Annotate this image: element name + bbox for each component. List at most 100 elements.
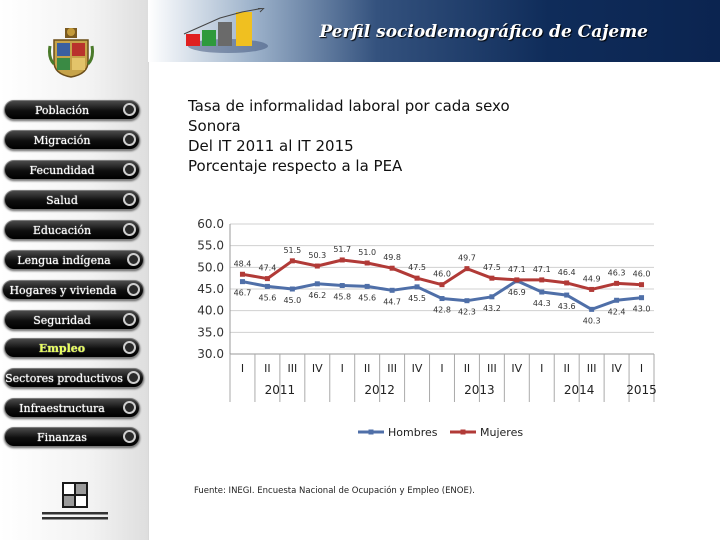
data-label: 46.0 — [433, 270, 451, 279]
x-tick-label: I — [341, 362, 344, 375]
y-tick-label: 30.0 — [197, 347, 224, 361]
sidebar-item-label: Sectores productivos — [5, 372, 123, 385]
data-label: 44.9 — [583, 274, 601, 283]
circle-icon — [123, 103, 136, 116]
x-tick-label: II — [563, 362, 570, 375]
sidebar-item-empleo[interactable]: Empleo — [4, 338, 140, 358]
data-point — [389, 265, 395, 271]
circle-icon — [123, 341, 136, 354]
data-point — [489, 275, 495, 281]
data-point — [314, 281, 320, 287]
data-label: 46.2 — [308, 291, 326, 300]
data-label: 50.3 — [308, 251, 326, 260]
data-label: 45.5 — [408, 294, 426, 303]
data-point — [414, 275, 420, 281]
sidebar-item-lengua-indigena[interactable]: Lengua indígena — [4, 250, 144, 270]
data-point — [639, 282, 645, 288]
inegi-logo — [42, 482, 108, 520]
sidebar-item-label: Fecundidad — [29, 164, 95, 177]
sidebar-item-seguridad[interactable]: Seguridad — [4, 310, 140, 330]
sidebar-item-label: Educación — [32, 224, 92, 237]
data-point — [589, 286, 595, 292]
data-point — [364, 260, 370, 266]
data-point — [339, 257, 345, 263]
data-point — [439, 296, 445, 302]
sidebar-item-migracion[interactable]: Migración — [4, 130, 140, 150]
data-point — [314, 263, 320, 269]
data-label: 44.3 — [533, 299, 551, 308]
legend-label: Mujeres — [480, 426, 523, 439]
circle-icon — [127, 371, 140, 384]
data-label: 51.0 — [358, 248, 376, 257]
circle-icon — [123, 430, 136, 443]
x-tick-label: I — [640, 362, 643, 375]
data-point — [414, 284, 420, 290]
sidebar-item-finanzas[interactable]: Finanzas — [4, 427, 140, 447]
x-tick-label: II — [464, 362, 471, 375]
y-tick-label: 35.0 — [197, 325, 224, 339]
data-point — [239, 279, 245, 285]
data-label: 46.3 — [608, 268, 626, 277]
circle-icon — [123, 313, 136, 326]
data-point — [289, 258, 295, 264]
sidebar-item-infraestructura[interactable]: Infraestructura — [4, 398, 140, 418]
circle-icon — [127, 283, 140, 296]
data-label: 46.4 — [558, 268, 576, 277]
data-point — [264, 283, 270, 289]
data-label: 45.0 — [283, 296, 301, 305]
sidebar — [0, 0, 149, 540]
circle-icon — [123, 133, 136, 146]
data-point — [614, 280, 620, 286]
source-note: Fuente: INEGI. Encuesta Nacional de Ocup… — [194, 486, 475, 496]
data-label: 45.6 — [259, 293, 277, 302]
circle-icon — [123, 223, 136, 236]
sidebar-item-label: Finanzas — [37, 431, 87, 444]
circle-icon — [123, 163, 136, 176]
data-label: 46.9 — [508, 288, 526, 297]
data-point — [614, 297, 620, 303]
data-point — [639, 295, 645, 301]
circle-icon — [123, 193, 136, 206]
legend-marker — [368, 429, 374, 435]
page-title: Perfil sociodemográfico de Cajeme — [319, 22, 648, 42]
x-tick-label: III — [487, 362, 497, 375]
x-tick-label: III — [587, 362, 597, 375]
data-label: 47.4 — [259, 264, 277, 273]
y-tick-label: 45.0 — [197, 282, 224, 296]
circle-icon — [123, 401, 136, 414]
data-label: 49.7 — [458, 254, 476, 263]
sidebar-item-poblacion[interactable]: Población — [4, 100, 140, 120]
sidebar-item-label: Seguridad — [33, 314, 91, 327]
data-label: 43.0 — [633, 305, 651, 314]
x-tick-label: II — [364, 362, 371, 375]
data-point — [564, 280, 570, 286]
x-tick-label: IV — [312, 362, 323, 375]
sidebar-item-sectores-productivos[interactable]: Sectores productivos — [4, 368, 144, 388]
year-label: 2011 — [265, 383, 296, 397]
sidebar-item-salud[interactable]: Salud — [4, 190, 140, 210]
data-point — [364, 283, 370, 289]
sidebar-item-label: Lengua indígena — [17, 254, 111, 267]
x-tick-label: IV — [611, 362, 622, 375]
x-tick-label: II — [264, 362, 271, 375]
y-tick-label: 50.0 — [197, 260, 224, 274]
data-label: 43.2 — [483, 304, 501, 313]
data-point — [489, 294, 495, 300]
sidebar-item-educacion[interactable]: Educación — [4, 220, 140, 240]
chart-title-line: Del IT 2011 al IT 2015 — [188, 137, 354, 155]
data-label: 40.3 — [583, 316, 601, 325]
sidebar-item-label: Hogares y vivienda — [9, 284, 117, 297]
data-label: 47.5 — [483, 263, 501, 272]
data-point — [464, 298, 470, 304]
year-label: 2014 — [564, 383, 595, 397]
x-tick-label: I — [241, 362, 244, 375]
data-label: 45.8 — [333, 293, 351, 302]
sidebar-item-hogares-y-vivienda[interactable]: Hogares y vivienda — [2, 280, 144, 300]
year-label: 2015 — [626, 383, 657, 397]
bar-chart-icon — [183, 8, 268, 53]
sidebar-item-fecundidad[interactable]: Fecundidad — [4, 160, 140, 180]
data-label: 51.5 — [283, 246, 301, 255]
circle-icon — [127, 253, 140, 266]
x-tick-label: I — [540, 362, 543, 375]
data-point — [239, 271, 245, 277]
